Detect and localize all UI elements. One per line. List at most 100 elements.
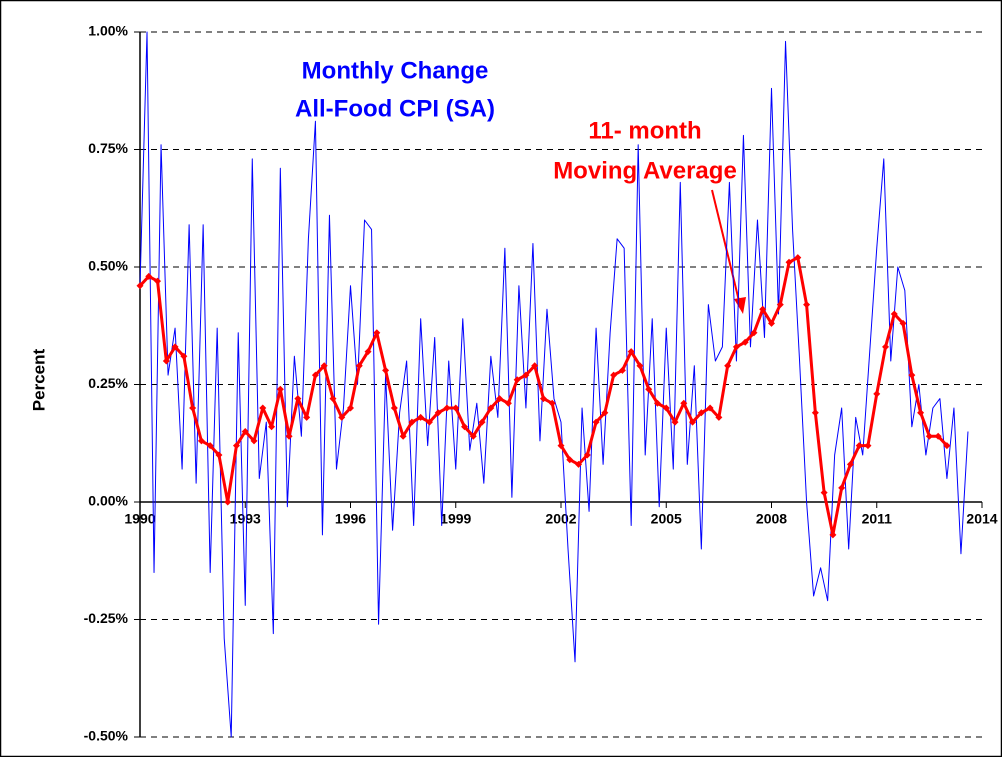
point-marker: [811, 409, 819, 417]
point-marker: [724, 362, 732, 370]
point-marker: [732, 343, 740, 351]
point-marker: [232, 442, 240, 450]
point-marker: [934, 432, 942, 440]
annotation-arrowhead: [734, 297, 746, 314]
point-marker: [364, 348, 372, 356]
point-marker: [434, 409, 442, 417]
point-marker: [268, 423, 276, 431]
point-marker: [908, 371, 916, 379]
point-marker: [855, 442, 863, 450]
point-marker: [697, 409, 705, 417]
point-marker: [680, 399, 688, 407]
point-marker: [768, 319, 775, 327]
point-marker: [671, 418, 679, 426]
point-marker: [864, 442, 872, 450]
point-marker: [373, 329, 381, 337]
point-marker: [329, 395, 337, 403]
point-marker: [741, 338, 749, 346]
y-tick-label: -0.50%: [84, 728, 129, 744]
point-marker: [136, 282, 144, 290]
point-marker: [320, 362, 328, 370]
point-marker: [776, 301, 784, 309]
point-marker: [504, 399, 512, 407]
point-marker: [241, 428, 249, 435]
point-marker: [338, 413, 346, 421]
x-tick-label: 1993: [230, 511, 261, 527]
point-marker: [943, 442, 951, 450]
point-marker: [592, 418, 600, 426]
point-marker: [557, 442, 565, 450]
point-marker: [496, 395, 504, 403]
point-marker: [645, 385, 653, 393]
point-marker: [443, 404, 451, 412]
point-marker: [513, 376, 521, 384]
point-marker: [636, 362, 644, 370]
x-tick-label: 1990: [124, 511, 155, 527]
point-marker: [873, 390, 881, 398]
y-tick-label: 0.75%: [88, 140, 128, 156]
point-marker: [803, 301, 811, 309]
point-marker: [917, 409, 925, 417]
point-marker: [566, 456, 574, 464]
annotation: Monthly Change: [302, 57, 489, 84]
point-marker: [276, 385, 284, 393]
annotation: All-Food CPI (SA): [295, 95, 495, 122]
point-marker: [583, 451, 591, 459]
point-marker: [154, 277, 162, 285]
point-marker: [294, 395, 302, 403]
y-tick-label: -0.25%: [84, 610, 129, 626]
point-marker: [382, 366, 390, 374]
point-marker: [820, 489, 828, 497]
y-tick-label: 0.00%: [88, 493, 128, 509]
point-marker: [539, 395, 547, 403]
x-tick-label: 2002: [545, 511, 576, 527]
point-marker: [478, 418, 486, 426]
x-tick-label: 2014: [966, 511, 997, 527]
point-marker: [390, 404, 398, 412]
point-marker: [303, 413, 311, 421]
point-marker: [425, 418, 433, 426]
annotation: Moving Average: [553, 157, 737, 184]
point-marker: [653, 399, 661, 407]
point-marker: [259, 404, 267, 412]
point-marker: [575, 460, 583, 468]
point-marker: [285, 432, 293, 440]
point-marker: [750, 329, 758, 337]
point-marker: [890, 310, 898, 318]
y-axis-label: Percent: [29, 348, 48, 411]
point-marker: [347, 404, 354, 412]
point-marker: [469, 432, 477, 440]
point-marker: [882, 343, 890, 351]
y-tick-label: 0.25%: [88, 375, 128, 391]
point-marker: [461, 423, 469, 431]
point-marker: [794, 254, 802, 262]
point-marker: [522, 371, 530, 379]
point-marker: [355, 362, 363, 370]
point-marker: [706, 404, 714, 412]
point-marker: [408, 418, 416, 426]
point-marker: [224, 498, 232, 506]
point-marker: [215, 451, 223, 459]
point-marker: [206, 442, 214, 450]
point-marker: [759, 305, 767, 313]
point-marker: [171, 343, 179, 351]
x-tick-label: 1996: [335, 511, 366, 527]
point-marker: [145, 272, 153, 280]
point-marker: [180, 352, 188, 360]
point-marker: [399, 432, 407, 440]
x-tick-label: 2005: [651, 511, 682, 527]
annotation-arrow: [711, 189, 741, 306]
point-marker: [838, 484, 846, 492]
point-marker: [715, 413, 723, 421]
x-tick-label: 1999: [440, 511, 471, 527]
point-marker: [846, 460, 854, 468]
point-marker: [899, 319, 907, 327]
y-tick-label: 0.50%: [88, 258, 128, 274]
point-marker: [531, 362, 539, 370]
point-marker: [618, 366, 626, 374]
y-tick-label: 1.00%: [88, 23, 128, 39]
point-marker: [601, 409, 609, 417]
point-marker: [417, 413, 425, 421]
